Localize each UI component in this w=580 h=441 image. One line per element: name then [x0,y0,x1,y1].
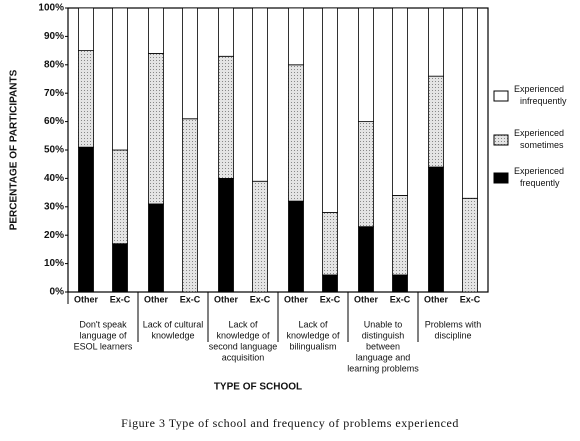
group-label: language of [79,330,127,340]
group-label: Don't speak [79,319,127,329]
x-axis-label: TYPE OF SCHOOL [214,382,302,393]
bar-segment [358,226,374,293]
bar-segment [358,121,374,228]
y-tick-label: 90% [44,31,64,42]
x-tick-label: Other [74,294,99,304]
bar-segment [288,200,304,293]
bar-segment [78,146,94,293]
bar-segment [182,118,198,293]
bar-segment [322,274,338,293]
y-tick-label: 100% [38,3,64,14]
legend-swatch [493,134,509,146]
x-tick-label: Other [214,294,239,304]
bar-segment [288,7,304,66]
group-label: bilingualism [289,341,336,351]
bar-segment [218,7,234,57]
group-label: Problems with [425,319,482,329]
group-label: Unable to [364,319,403,329]
legend-label: Experienced frequently [514,166,564,188]
x-tick-label: Other [144,294,169,304]
plot-frame [67,7,489,293]
group-label: second language [209,341,278,351]
bar-segment [112,7,128,151]
x-tick-label: Other [354,294,379,304]
legend-label: Experienced sometimes [514,128,564,150]
bar-segment [322,212,338,276]
x-tick-label: Ex-C [320,294,341,304]
y-tick-label: 40% [44,173,64,184]
y-tick-label: 0% [50,287,65,298]
group-label: distinguish [362,330,405,340]
bar-segment [78,50,94,148]
y-tick-label: 80% [44,59,64,70]
caption: Figure 3 Type of school and frequency of… [121,416,459,430]
bar-segment [78,7,94,51]
y-tick-label: 70% [44,88,64,99]
bar-segment [392,7,408,196]
y-tick-label: 60% [44,116,64,127]
bar-segment [112,243,128,293]
y-tick-label: 20% [44,230,64,241]
group-label: Lack of [228,319,258,329]
x-tick-label: Other [284,294,309,304]
bar-segment [428,166,444,293]
bar-segment [288,64,304,202]
bar-segment [392,195,408,276]
bar-segment [112,149,128,245]
bar-segment [358,7,374,122]
x-tick-label: Ex-C [250,294,271,304]
group-label: Lack of [298,319,328,329]
bar-segment [252,180,268,293]
x-tick-label: Ex-C [390,294,411,304]
bar-segment [462,197,478,293]
group-label: acquisition [222,352,265,362]
group-label: learning problems [347,363,419,373]
group-label: knowledge of [216,330,270,340]
x-tick-label: Ex-C [460,294,481,304]
bar-segment [148,7,164,54]
x-tick-label: Other [424,294,449,304]
bar-segment [322,7,338,213]
bar-segment [392,274,408,293]
legend-swatch [493,172,509,184]
y-tick-label: 10% [44,258,64,269]
legend-swatch [493,90,509,102]
group-label: Lack of cultural [143,319,204,329]
bar-segment [428,75,444,168]
x-tick-label: Ex-C [180,294,201,304]
group-label: ESOL learners [74,341,133,351]
bar-segment [252,7,268,182]
bar-segment [218,177,234,293]
group-label: knowledge of [286,330,340,340]
group-label: language and [356,352,411,362]
y-tick-label: 30% [44,201,64,212]
group-label: between [366,341,400,351]
legend-label: Experienced infrequently [514,84,567,106]
bar-segment [218,55,234,179]
bar-segment [148,203,164,293]
group-label: discipline [434,330,471,340]
y-tick-label: 50% [44,145,64,156]
bar-segment [182,7,198,120]
x-tick-label: Ex-C [110,294,131,304]
bar-segment [462,7,478,199]
y-axis-label: PERCENTAGE OF PARTICIPANTS [9,69,20,230]
bar-segment [428,7,444,77]
bar-segment [148,53,164,205]
group-label: knowledge [151,330,194,340]
